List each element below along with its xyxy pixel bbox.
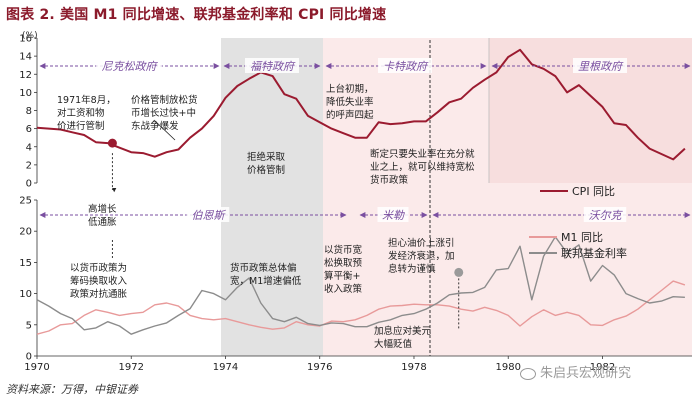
- marker-1971-controls: [107, 138, 117, 148]
- annotation-bargaining-chip-line: 以货币政策为: [70, 262, 127, 274]
- top-y-tick-label: 6: [26, 124, 32, 135]
- annotation-carter-early-line: 的呼声四起: [326, 109, 374, 121]
- annotation-dollar-depreciation-line: 大幅贬值: [374, 338, 413, 350]
- annotation-oil-recession: 担心油价上涨引发经济衰退，加息转为谨慎: [388, 237, 455, 275]
- top-y-tick-label: 8: [26, 106, 32, 117]
- annotation-price-decontrol-pointer: [153, 119, 176, 141]
- series-line-联邦基金利率: [36, 236, 685, 335]
- era-carter-label: 卡特政府: [383, 60, 429, 73]
- annotation-loose-policy-line: 断定只要失业率在充分就: [370, 148, 475, 160]
- x-tick-label: 1976: [307, 362, 332, 373]
- watermark-text: 朱启兵宏观研究: [540, 366, 632, 381]
- bottom-y-tick-label: 20: [19, 227, 32, 238]
- annotation-loose-policy-line: 业之上，就可以维持宽松: [370, 161, 475, 173]
- legend-label-ffr: 联邦基金利率: [561, 246, 627, 260]
- chart-title: 图表 2. 美国 M1 同比增速、联邦基金利率和 CPI 同比增速: [6, 7, 387, 23]
- era-carter-label-bg: [378, 58, 432, 73]
- top-y-tick-label: 2: [26, 160, 32, 171]
- annotation-budget-balance-line: 以货币宽: [324, 244, 363, 256]
- annotation-refuse-controls-line: 价格管制: [247, 164, 285, 176]
- top-y-tick-label: 10: [19, 88, 32, 99]
- annotation-carter-early: 上台初期，降低失业率的呼声四起: [326, 83, 374, 121]
- annotation-oil-recession-line: 息转为谨慎: [388, 263, 436, 275]
- annotation-price-decontrol-line: 价格管制放松货: [131, 94, 198, 106]
- annotation-budget-balance-line: 算平衡+: [324, 270, 360, 282]
- annotation-budget-balance-line: 松换取预: [324, 257, 363, 269]
- top-y-tick-label: 0: [26, 179, 32, 190]
- annotation-bargaining-chip: 以货币政策为筹码换取收入政策对抗通胀: [70, 262, 128, 300]
- annotation-price-decontrol-line: 币增长过快+中: [131, 107, 196, 119]
- era-nixon-label: 尼克松政府: [102, 60, 159, 73]
- era-burns-label: 伯恩斯: [192, 209, 227, 222]
- annotation-carter-early-line: 降低失业率: [326, 96, 374, 108]
- annotation-carter-early-line: 上台初期，: [326, 83, 374, 95]
- era-nixon-label-bg: [96, 58, 162, 73]
- annotation-loose-policy-line: 货币政策: [370, 174, 409, 186]
- era-miller-label-bg: [377, 207, 409, 222]
- annotation-loose-m1-low: 货币政策总体偏宽，M1增速偏低: [230, 262, 302, 287]
- annotation-1971-controls-line: 对工资和物: [57, 107, 105, 119]
- annotation-loose-m1-low-line: 货币政策总体偏: [230, 262, 297, 274]
- annotation-dollar-depreciation-line: 加息应对美元: [374, 325, 432, 337]
- annotation-oil-recession-line: 发经济衰退，加: [388, 250, 455, 262]
- bottom-y-tick-label: 25: [19, 196, 32, 207]
- annotation-refuse-controls: 拒绝采取价格管制: [247, 151, 286, 176]
- annotation-1971-controls: 1971年8月，对工资和物价进行管制: [57, 94, 116, 132]
- era-ford-label-bg: [245, 58, 299, 73]
- annotation-dollar-depreciation: 加息应对美元大幅贬值: [374, 325, 432, 350]
- top-y-tick-label: 12: [19, 70, 32, 81]
- x-tick-label: 1982: [590, 362, 615, 373]
- wechat-logo-icon: [520, 367, 536, 380]
- annotation-price-decontrol-line: 东战争爆发: [131, 120, 179, 132]
- watermark: 朱启兵宏观研究: [520, 362, 631, 381]
- x-tick-label: 1978: [401, 362, 426, 373]
- x-tick-label: 1974: [213, 362, 238, 373]
- series-line-M1同比: [36, 280, 686, 335]
- bottom-y-tick-label: 15: [19, 258, 32, 269]
- x-tick-label: 1970: [24, 362, 49, 373]
- bottom-y-tick-label: 5: [26, 320, 32, 331]
- top-panel: (%) 0 2 4 6 8 10 12 14 16 尼克松政府 福特政府 卡特政府 里根政府 CPI 同比 1…: [19, 31, 691, 198]
- annotation-price-decontrol: 价格管制放松货币增长过快+中东战争爆发: [131, 94, 198, 132]
- annotation-loose-policy: 断定只要失业率在充分就业之上，就可以维持宽松货币政策: [370, 148, 475, 186]
- era-reagan-label: 里根政府: [578, 60, 624, 73]
- annotation-high-growth-line: 高增长: [88, 203, 117, 215]
- era-ford-label: 福特政府: [250, 60, 296, 73]
- source-note: 资料来源：万得，中银证券: [6, 383, 138, 396]
- top-y-unit: (%): [22, 31, 38, 41]
- annotation-bargaining-chip-line: 政策对抗通胀: [70, 288, 128, 300]
- legend-label-m1: M1 同比: [561, 231, 603, 244]
- era-reagan-label-bg: [573, 58, 627, 73]
- x-tick-label: 1972: [119, 362, 144, 373]
- bottom-y-tick-label: 10: [19, 289, 32, 300]
- era-volcker-label-bg: [583, 207, 627, 222]
- band-ford: [221, 38, 323, 356]
- annotation-high-growth: 高增长低通胀: [88, 203, 117, 228]
- top-y-tick-label: 4: [26, 142, 32, 153]
- annotation-bargaining-chip-line: 筹码换取收入: [70, 275, 128, 287]
- annotation-budget-balance-line: 收入政策: [324, 283, 363, 295]
- era-miller-label: 米勒: [382, 209, 405, 222]
- annotation-loose-m1-low-line: 宽，M1增速偏低: [230, 275, 302, 287]
- top-y-tick-label: 14: [19, 52, 32, 63]
- annotation-budget-balance: 以货币宽松换取预算平衡+收入政策: [324, 244, 363, 295]
- annotation-1971-controls-line: 1971年8月，: [57, 94, 116, 106]
- annotation-oil-recession-line: 担心油价上涨引: [388, 237, 455, 249]
- annotation-high-growth-line: 低通胀: [88, 216, 117, 228]
- era-volcker-label: 沃尔克: [589, 209, 624, 222]
- band-carter-miller: [323, 38, 430, 356]
- series-line-CPI同比: [36, 48, 686, 161]
- x-tick-label: 1980: [495, 362, 520, 373]
- legend-label-cpi: CPI 同比: [572, 185, 615, 198]
- annotation-1971-controls-line: 价进行管制: [57, 120, 105, 132]
- era-burns-label-bg: [186, 207, 230, 222]
- marker-dollar-depreciation: [454, 267, 464, 277]
- top-y-tick-label: 16: [19, 34, 32, 45]
- annotation-refuse-controls-line: 拒绝采取: [247, 151, 286, 163]
- bottom-y-tick-label: 0: [26, 352, 32, 363]
